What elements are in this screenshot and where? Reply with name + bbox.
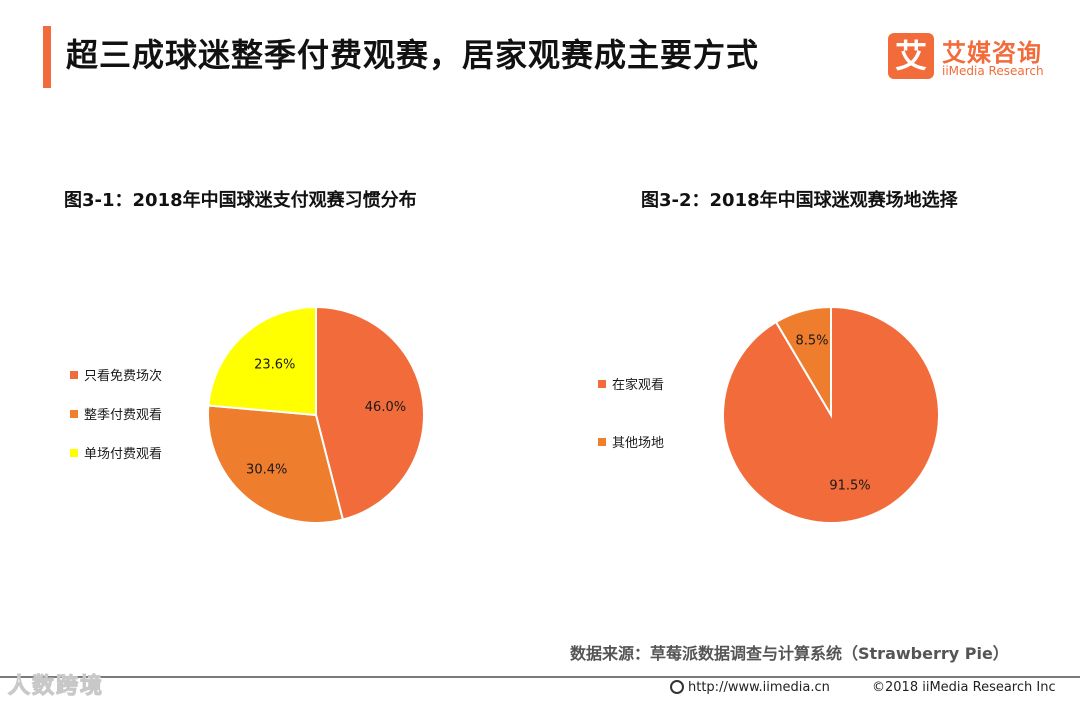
chart2-legend-swatch-0: [598, 380, 606, 388]
chart2-data-label-1: 8.5%: [795, 334, 828, 349]
chart2-legend-swatch-1: [598, 438, 606, 446]
data-source: 数据来源：草莓派数据调查与计算系统（Strawberry Pie）: [570, 644, 1009, 663]
chart1-data-label-2: 23.6%: [254, 357, 295, 372]
iimedia-logo: 艾 艾媒咨询 iiMedia Research: [888, 33, 1063, 81]
chart1-data-label-1: 30.4%: [246, 462, 287, 477]
footer-copyright: ©2018 iiMedia Research Inc: [872, 680, 1056, 695]
chart1-legend-swatch-0: [70, 371, 78, 379]
chart1-legend-swatch-1: [70, 410, 78, 418]
watermark-text: 人数跨境: [7, 674, 105, 700]
logo-chinese-name: 艾媒咨询: [942, 39, 1042, 67]
chart1-slice-1: [207, 404, 345, 524]
chart2-data-label-0: 91.5%: [829, 478, 870, 493]
chart1-legend-label-0: 只看免费场次: [84, 368, 162, 384]
footer-divider: [0, 676, 1080, 678]
globe-icon: [670, 680, 684, 694]
logo-english-name: iiMedia Research: [942, 64, 1044, 78]
chart1-slice-0: [315, 305, 425, 521]
chart1-slice-2: [207, 305, 317, 417]
footer-url[interactable]: http://www.iimedia.cn: [670, 680, 830, 695]
footer-url-text: http://www.iimedia.cn: [688, 680, 830, 695]
logo-mark-icon: 艾: [888, 33, 934, 79]
chart1-title: 图3-1：2018年中国球迷支付观赛习惯分布: [64, 190, 417, 211]
chart2-legend-label-1: 其他场地: [612, 436, 664, 451]
chart2-title: 图3-2：2018年中国球迷观赛场地选择: [641, 190, 958, 211]
chart1-legend-label-2: 单场付费观看: [84, 446, 162, 462]
chart2-legend-label-0: 在家观看: [612, 377, 664, 393]
page-title: 超三成球迷整季付费观赛，居家观赛成主要方式: [66, 36, 760, 74]
title-accent-bar: [43, 26, 51, 88]
chart1-data-label-0: 46.0%: [365, 400, 406, 415]
chart1-legend-label-1: 整季付费观看: [84, 407, 162, 423]
chart1-legend-swatch-2: [70, 449, 78, 457]
chart2-slice-1: [774, 305, 832, 419]
